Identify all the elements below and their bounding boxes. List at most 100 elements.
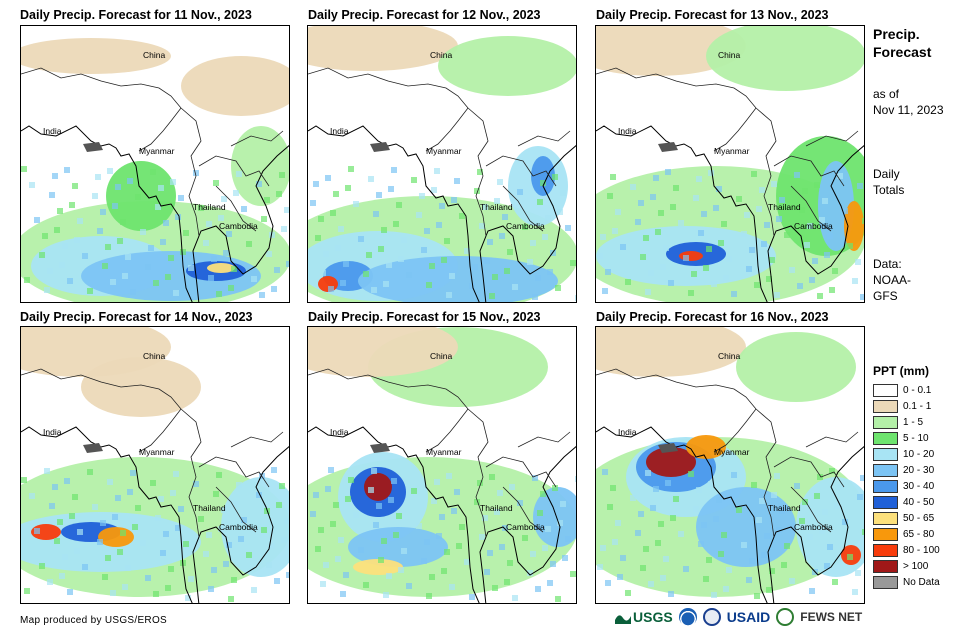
label-china: China [143,50,165,60]
precip-cell [180,249,186,255]
precip-cell [827,233,833,239]
precip-cell [451,197,457,203]
precip-cell [348,477,354,483]
precip-cell [95,174,101,180]
legend-swatch [873,511,898,525]
precip-cell [794,172,800,178]
precip-cell [670,515,676,521]
precip-cell [411,177,417,183]
precip-cell [208,275,214,281]
country-border [230,130,284,147]
country-border [138,408,182,453]
precip-cell [645,289,651,295]
precip-cell [507,560,513,566]
legend-label: 0 - 0.1 [903,384,932,396]
precip-cell [115,495,121,501]
precip-cell [749,247,755,253]
precip-cell [231,266,237,272]
precip-cell [112,203,118,209]
country-border [215,486,257,533]
precip-cell [456,543,462,549]
precip-cell [226,542,232,548]
precip-cell [228,285,234,291]
precip-area [646,447,696,477]
precip-cell [34,217,40,223]
legend-label: 40 - 50 [903,496,935,508]
precip-cell [373,522,379,528]
precip-area [736,332,856,402]
precip-cell [125,254,131,260]
precip-cell [175,214,181,220]
delta-area [370,142,390,152]
coastline [596,125,768,302]
precip-cell [216,291,222,297]
precip-cell [256,181,262,187]
precip-cell [183,541,189,547]
country-border [485,456,557,488]
precip-cell [650,505,656,511]
precip-cell [59,573,65,579]
precip-cell [313,181,319,187]
precip-cell [638,200,644,206]
precip-cell [665,480,671,486]
precip-area [21,38,171,74]
precip-cell [449,584,455,590]
precip-cell [708,170,714,176]
precip-cell [545,526,551,532]
precip-cell [439,514,445,520]
legend-swatch [873,495,898,509]
precip-cell [238,536,244,542]
precip-cell [233,501,239,507]
precip-cell [819,528,825,534]
precip-cell [774,292,780,298]
precip-cell [431,187,437,193]
precip-cell [804,242,810,248]
precip-cell [198,205,204,211]
precip-cell [660,575,666,581]
precip-cell [706,246,712,252]
precip-cell [178,195,184,201]
precip-cell [393,221,399,227]
precip-cell [52,173,58,179]
precip-cell [345,496,351,502]
as-of-label: as of [873,87,900,101]
precip-cell [698,230,704,236]
precip-cell [107,168,113,174]
label-china: China [430,351,452,361]
precip-cell [140,540,146,546]
precip-cell [769,568,775,574]
precip-cell [557,209,563,215]
precip-cell [406,272,412,278]
precip-cell [701,211,707,217]
precip-cell [320,270,326,276]
precip-cell [318,527,324,533]
precip-cell [741,231,747,237]
country-border [485,155,557,187]
precip-cell [560,501,566,507]
precip-cell [509,484,515,490]
precip-cell [188,576,194,582]
precip-cell [444,238,450,244]
country-border [596,368,757,410]
precip-cell [625,279,631,285]
precip-cell [802,188,808,194]
as-of-date: as of Nov 11, 2023 [873,86,944,118]
precip-cell [504,268,510,274]
precip-cell [47,268,53,274]
precip-cell [87,288,93,294]
precip-cell [615,520,621,526]
precip-cell [464,248,470,254]
precip-cell [615,209,621,215]
precip-cell [759,187,765,193]
precip-cell [469,283,475,289]
coastline [21,426,193,603]
precip-cell [824,563,830,569]
precip-cell [789,578,795,584]
precip-cell [663,245,669,251]
precip-cell [708,481,714,487]
legend-swatch [873,559,898,573]
precip-cell [497,490,503,496]
precip-cell [855,570,861,576]
precip-cell [814,182,820,188]
delta-area [658,142,678,152]
